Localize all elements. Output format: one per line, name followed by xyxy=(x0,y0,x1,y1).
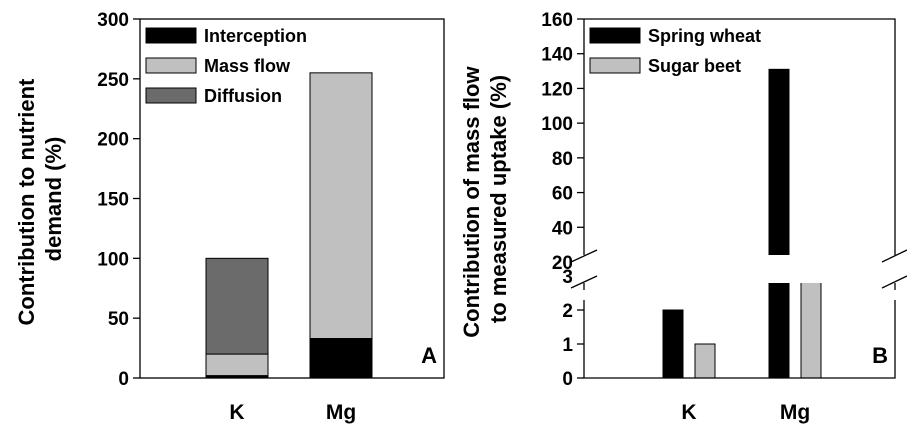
legend-label-diffusion: Diffusion xyxy=(204,86,282,106)
panel-a: Contribution to nutrient demand (%) 0 50 1… xyxy=(14,10,445,424)
bar-mg-spring-wheat-lower-segment xyxy=(768,275,790,379)
panel-b-ytick-label: 40 xyxy=(552,218,573,239)
panel-b-y-ticks: 0 1 2 320 40 60 80 100 120 140 160 xyxy=(541,10,584,390)
bar-mg-interception xyxy=(309,338,373,379)
legend-label-spring-wheat: Spring wheat xyxy=(648,26,761,46)
panel-a-ytick-label: 50 xyxy=(108,309,129,330)
panel-b-ytick-label: 2 xyxy=(562,301,573,322)
panel-b-ytick-label: 80 xyxy=(552,149,573,170)
legend-swatch-diffusion xyxy=(145,87,197,104)
panel-a-category-mg: Mg xyxy=(326,401,356,424)
legend-swatch-sugar-beet xyxy=(589,57,641,74)
panel-a-ytick-label: 200 xyxy=(97,130,129,151)
panel-a-label: A xyxy=(421,343,437,368)
panel-b-ytick-label: 100 xyxy=(541,114,573,135)
panel-b-legend: Spring wheat Sugar beet xyxy=(589,26,761,76)
bar-k-sugar-beet xyxy=(694,343,716,379)
legend-swatch-mass-flow xyxy=(145,57,197,74)
panel-a-y-ticks: 0 50 100 150 200 250 300 xyxy=(97,10,140,390)
panel-a-ytick-label: 100 xyxy=(97,249,129,270)
panel-a-ylabel: Contribution to nutrient demand (%) xyxy=(14,73,66,326)
panel-b-ylabel: Contribution of mass flow to measured up… xyxy=(459,60,511,337)
bar-mg-spring-wheat-upper-segment xyxy=(768,68,790,263)
panel-b-label: B xyxy=(872,343,888,368)
bar-k-diffusion xyxy=(205,257,269,355)
panel-b-category-mg: Mg xyxy=(780,401,810,424)
panel-a-ylabel-line-1: Contribution to nutrient xyxy=(14,78,39,325)
axis-break-mark-right-top xyxy=(881,249,907,263)
panel-a-frame xyxy=(139,18,445,379)
legend-label-interception: Interception xyxy=(204,26,307,46)
panel-b-ytick-label: 120 xyxy=(541,79,573,100)
bar-k-spring-wheat xyxy=(662,309,684,379)
panel-b-ytick-label: 0 xyxy=(562,369,573,390)
panel-b: Contribution of mass flow to measured up… xyxy=(459,10,907,424)
legend-swatch-spring-wheat xyxy=(589,27,641,44)
legend-label-sugar-beet: Sugar beet xyxy=(648,56,741,76)
bar-k-mass-flow xyxy=(205,353,269,377)
legend-swatch-interception xyxy=(145,27,197,44)
panel-a-ytick-label: 150 xyxy=(97,190,129,211)
panel-b-ylabel-line-1: Contribution of mass flow xyxy=(459,66,484,338)
panel-a-ytick-label: 250 xyxy=(97,70,129,91)
panel-a-bars xyxy=(205,72,373,379)
panel-b-ytick-label: 1 xyxy=(562,335,573,356)
panel-b-ytick-label: 20 xyxy=(552,253,573,274)
panel-a-ytick-label: 300 xyxy=(97,10,129,31)
panel-b-category-k: K xyxy=(681,401,696,424)
bar-mg-sugar-beet-lower-segment xyxy=(800,275,822,379)
panel-b-bars xyxy=(662,68,822,379)
panel-a-ylabel-line-2: demand (%) xyxy=(41,137,66,262)
panel-b-ytick-label: 3 xyxy=(562,267,573,288)
panel-b-ytick-label: 60 xyxy=(552,184,573,205)
panel-b-axis-break-marks xyxy=(570,249,907,289)
panel-a-category-k: K xyxy=(229,401,244,424)
panel-b-frame xyxy=(583,18,896,379)
panel-b-ytick-label: 160 xyxy=(541,10,573,31)
panel-b-ylabel-line-2: to measured uptake (%) xyxy=(486,75,511,323)
panel-a-legend: Interception Mass flow Diffusion xyxy=(145,26,307,106)
axis-break-mark-right-bottom xyxy=(881,275,907,289)
legend-label-mass-flow: Mass flow xyxy=(204,56,291,76)
axis-break-mark-left-bottom xyxy=(570,275,598,289)
panel-b-axis-break-gap xyxy=(572,255,907,283)
panel-a-ytick-label: 0 xyxy=(118,369,129,390)
panel-b-ytick-label: 140 xyxy=(541,45,573,66)
axis-break-mark-left-top xyxy=(570,249,598,263)
bar-mg-mass-flow xyxy=(309,72,373,340)
